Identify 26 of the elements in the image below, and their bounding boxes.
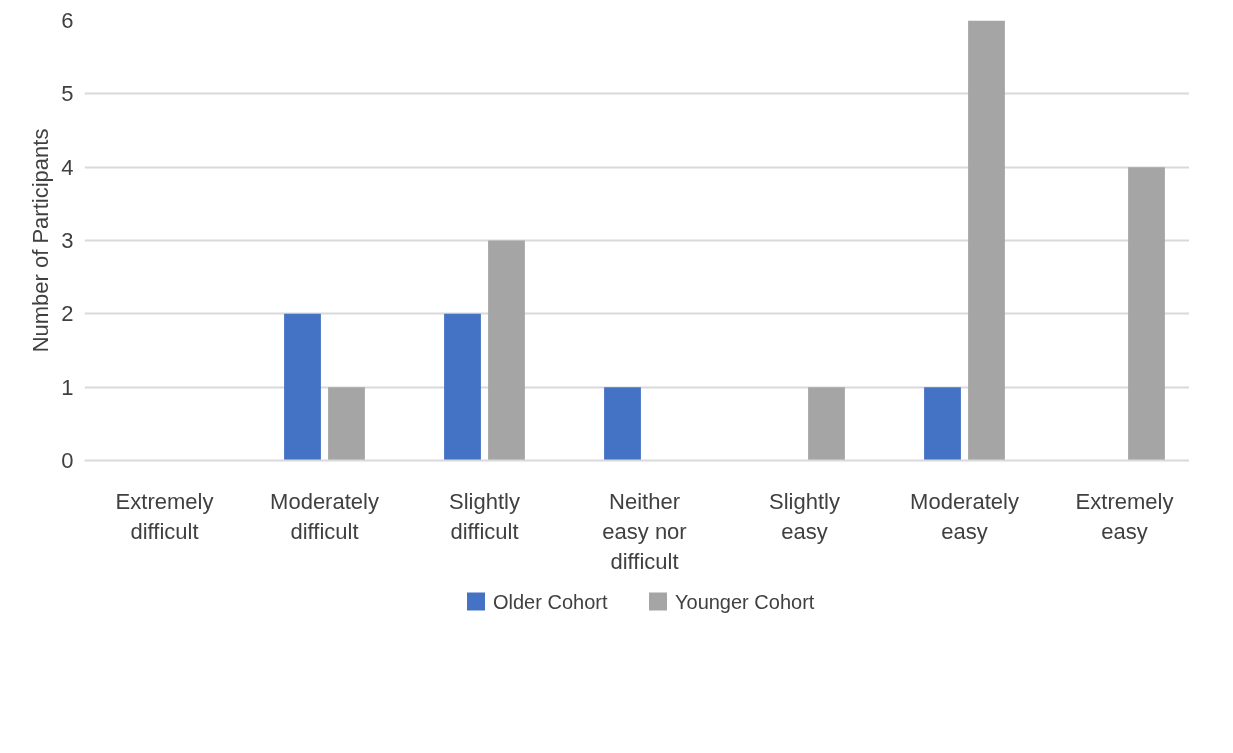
bar bbox=[604, 387, 641, 461]
y-tick-label: 2 bbox=[61, 301, 74, 327]
x-tick-label: Slightly difficult bbox=[449, 488, 520, 544]
x-tick-label: Moderately difficult bbox=[270, 488, 379, 544]
y-tick-label: 6 bbox=[61, 8, 74, 33]
legend-label: Older Cohort bbox=[493, 590, 608, 613]
y-axis-title: Number of Participants bbox=[28, 128, 54, 353]
x-tick-label: Extremely difficult bbox=[115, 488, 214, 544]
bar bbox=[284, 313, 321, 461]
x-tick-label: Moderately easy bbox=[910, 488, 1019, 544]
bar bbox=[924, 387, 961, 461]
y-tick-label: 4 bbox=[61, 154, 74, 180]
legend-label: Younger Cohort bbox=[675, 590, 815, 613]
bar bbox=[328, 387, 365, 461]
y-tick-label: 5 bbox=[61, 81, 74, 107]
bar bbox=[444, 313, 481, 461]
x-tick-label: Neither easy nor difficult bbox=[602, 488, 687, 574]
bar bbox=[968, 20, 1005, 461]
bar bbox=[808, 387, 845, 461]
x-tick-label: Slightly easy bbox=[769, 488, 840, 544]
x-tick-label: Extremely easy bbox=[1075, 488, 1174, 544]
y-tick-label: 3 bbox=[61, 228, 74, 253]
y-tick-label: 0 bbox=[61, 448, 74, 473]
bar bbox=[488, 240, 525, 461]
bar bbox=[1128, 167, 1165, 461]
y-tick-label: 1 bbox=[61, 374, 74, 400]
